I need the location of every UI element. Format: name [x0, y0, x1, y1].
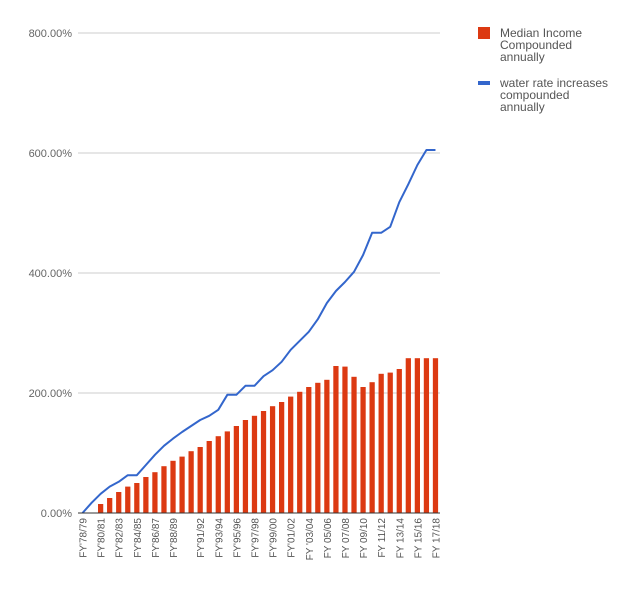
water-rate-line: [81, 149, 436, 514]
income-bars: [98, 358, 439, 513]
income-bar: [188, 451, 194, 513]
x-tick-label: FY 17/18: [431, 518, 442, 559]
income-bar: [206, 441, 212, 513]
income-bar: [197, 447, 203, 513]
x-axis-ticks: FY'78/79 FY'80/81 FY'82/83 FY'84/85 FY'86/87…: [79, 518, 443, 561]
x-tick-label: FY 09/10: [359, 518, 370, 559]
income-bar: [396, 369, 402, 513]
x-tick-label: FY'86/87: [151, 518, 162, 558]
y-tick-label: 0.00%: [41, 508, 72, 520]
income-bar: [342, 366, 348, 513]
income-bar: [351, 376, 357, 513]
x-tick-label: FY 11/12: [377, 518, 388, 558]
income-bar: [360, 387, 366, 513]
x-tick-label: FY'91/92: [196, 518, 207, 558]
y-axis-ticks: 0.00% 200.00% 400.00% 600.00% 800.00%: [29, 28, 73, 520]
income-bar: [260, 411, 267, 513]
income-bar: [107, 498, 113, 513]
legend-label: annually: [500, 100, 545, 114]
legend-label: Median Income: [500, 26, 582, 40]
legend-label: annually: [500, 50, 545, 64]
x-tick-label: FY'80/81: [97, 518, 108, 558]
x-tick-label: FY'01/02: [287, 518, 298, 558]
x-tick-label: FY 15/16: [413, 518, 424, 559]
legend-swatch-water-rate: [478, 81, 490, 85]
x-tick-label: FY'97/98: [250, 518, 261, 558]
income-bar: [432, 358, 439, 513]
income-bar: [224, 431, 230, 513]
income-bar: [369, 382, 375, 513]
income-bar: [269, 406, 276, 513]
income-bar: [134, 483, 140, 513]
income-bar: [152, 472, 158, 513]
x-tick-label: FY '03/04: [305, 518, 316, 561]
legend-label: Compounded: [500, 38, 572, 52]
income-bar: [125, 486, 131, 513]
legend-label: compounded: [500, 88, 569, 102]
income-bar: [98, 504, 104, 513]
x-tick-label: FY 05/06: [323, 518, 334, 559]
legend-swatch-income: [478, 27, 490, 39]
y-tick-label: 400.00%: [29, 268, 73, 280]
income-bar: [333, 366, 339, 513]
income-bar: [179, 456, 185, 513]
water-rate-line-group: [81, 149, 436, 514]
income-bar: [251, 415, 258, 513]
income-bar: [297, 391, 303, 513]
income-bar: [233, 426, 239, 513]
x-tick-label: FY'93/94: [214, 518, 225, 558]
legend-label: water rate increases: [499, 76, 608, 90]
x-tick-label: FY 07/08: [341, 518, 352, 559]
x-tick-label: FY 13/14: [395, 518, 406, 559]
income-bar: [161, 466, 167, 513]
x-tick-label: FY'78/79: [79, 518, 90, 558]
x-tick-label: FY'95/96: [232, 518, 243, 558]
income-bar: [405, 358, 411, 513]
income-bar: [315, 382, 321, 513]
income-bar: [378, 373, 384, 513]
x-tick-label: FY'99/00: [269, 518, 280, 558]
x-tick-label: FY'82/83: [115, 518, 126, 558]
income-bar: [170, 460, 176, 513]
income-bar: [414, 358, 420, 513]
income-bar: [143, 477, 149, 513]
income-bar: [215, 436, 221, 513]
income-bar: [116, 492, 122, 513]
income-bar: [306, 387, 312, 513]
income-bar: [387, 372, 393, 513]
income-bar: [423, 358, 430, 513]
y-tick-label: 600.00%: [29, 148, 73, 160]
income-bar: [324, 379, 330, 513]
y-tick-label: 800.00%: [29, 28, 73, 40]
x-tick-label: FY'84/85: [133, 518, 144, 558]
income-bar: [288, 396, 294, 513]
y-tick-label: 200.00%: [29, 388, 73, 400]
income-bar: [279, 402, 285, 513]
income-bar: [242, 420, 249, 513]
gridlines: [78, 32, 440, 394]
x-tick-label: FY'88/89: [169, 518, 180, 558]
